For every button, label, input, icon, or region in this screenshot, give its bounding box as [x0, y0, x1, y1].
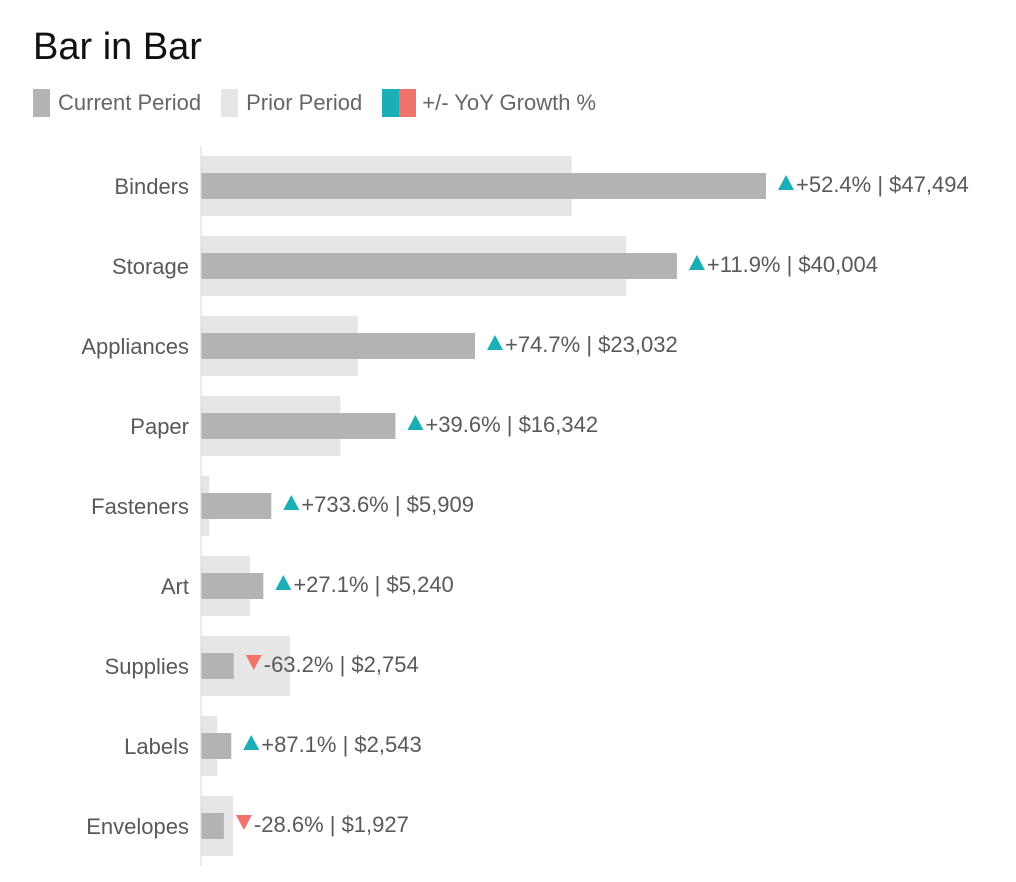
- data-label: +11.9% | $40,004: [707, 252, 878, 277]
- current-bar: [201, 493, 272, 519]
- data-label: +39.6% | $16,342: [425, 412, 598, 437]
- legend-label-prior: Prior Period: [246, 90, 363, 115]
- category-label: Fasteners: [91, 494, 189, 519]
- legend-item-current: Current Period: [33, 89, 201, 117]
- current-bar: [201, 733, 232, 759]
- data-label: -28.6% | $1,927: [254, 812, 409, 837]
- growth-up-marker: [778, 175, 794, 190]
- data-label: +87.1% | $2,543: [261, 732, 421, 757]
- legend-label-current: Current Period: [58, 90, 202, 115]
- current-bar: [201, 653, 234, 679]
- current-bar: [201, 173, 766, 199]
- current-bar: [201, 413, 396, 439]
- growth-up-marker: [243, 735, 260, 750]
- growth-up-marker: [275, 575, 292, 590]
- legend-swatch-prior: [221, 89, 239, 117]
- chart-title: Bar in Bar: [33, 26, 202, 68]
- category-label: Art: [161, 574, 189, 599]
- legend-item-prior: Prior Period: [221, 89, 362, 117]
- category-label: Supplies: [105, 654, 189, 679]
- category-label: Paper: [130, 414, 189, 439]
- current-bar: [201, 813, 224, 839]
- growth-down-marker: [245, 655, 262, 670]
- legend-swatch-down: [399, 89, 417, 117]
- legend-swatch-up: [382, 89, 400, 117]
- category-label: Storage: [112, 254, 189, 279]
- legend-swatch-growth: [382, 89, 417, 117]
- current-bar: [201, 573, 264, 599]
- category-label: Binders: [114, 174, 189, 199]
- current-bar: [201, 253, 677, 279]
- data-label: +74.7% | $23,032: [505, 332, 678, 357]
- data-label: +52.4% | $47,494: [796, 172, 969, 197]
- legend-item-growth: +/- YoY Growth %: [382, 89, 596, 117]
- growth-down-marker: [235, 815, 252, 830]
- growth-up-marker: [283, 495, 300, 510]
- category-label: Appliances: [81, 334, 189, 359]
- category-label: Envelopes: [86, 814, 189, 839]
- legend-swatch-current: [33, 89, 50, 117]
- growth-up-marker: [486, 335, 503, 350]
- growth-up-marker: [688, 255, 705, 270]
- legend: Current Period Prior Period +/- YoY Grow…: [33, 89, 616, 117]
- legend-label-growth: +/- YoY Growth %: [422, 90, 597, 115]
- category-label: Labels: [124, 734, 189, 759]
- growth-up-marker: [407, 415, 424, 430]
- current-bar: [201, 333, 475, 359]
- data-label: -63.2% | $2,754: [264, 652, 419, 677]
- data-label: +27.1% | $5,240: [293, 572, 453, 597]
- data-label: +733.6% | $5,909: [301, 492, 474, 517]
